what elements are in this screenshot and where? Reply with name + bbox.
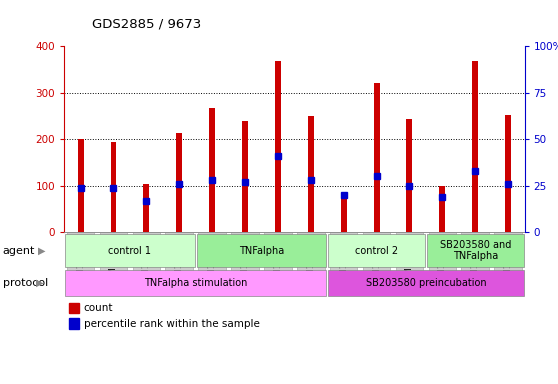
FancyBboxPatch shape [330, 232, 358, 288]
Text: GSM189816: GSM189816 [471, 234, 480, 286]
Text: protocol: protocol [3, 278, 48, 288]
Text: count: count [84, 303, 113, 313]
FancyBboxPatch shape [198, 232, 226, 288]
Text: agent: agent [3, 245, 35, 256]
Bar [143, 184, 150, 232]
Text: GSM189808: GSM189808 [240, 234, 249, 286]
Text: control 1: control 1 [108, 245, 151, 256]
FancyBboxPatch shape [196, 234, 326, 267]
Text: GSM189809: GSM189809 [109, 234, 118, 286]
FancyBboxPatch shape [297, 232, 325, 288]
Bar [78, 139, 84, 232]
FancyBboxPatch shape [100, 232, 127, 288]
Text: GSM189814: GSM189814 [438, 234, 447, 286]
FancyBboxPatch shape [396, 232, 423, 288]
Text: SB203580 and
TNFalpha: SB203580 and TNFalpha [440, 240, 511, 262]
Text: GSM189818: GSM189818 [503, 234, 513, 286]
Bar [69, 318, 79, 329]
Bar [505, 115, 511, 232]
Bar [176, 133, 182, 232]
Text: control 2: control 2 [355, 245, 398, 256]
FancyBboxPatch shape [165, 232, 193, 288]
Bar [341, 195, 347, 232]
Bar [472, 61, 478, 232]
FancyBboxPatch shape [231, 232, 259, 288]
FancyBboxPatch shape [328, 234, 425, 267]
Text: GSM189817: GSM189817 [372, 234, 381, 286]
Text: GSM189815: GSM189815 [339, 234, 348, 286]
Bar [242, 121, 248, 232]
Text: ▶: ▶ [36, 278, 44, 288]
Text: TNFalpha: TNFalpha [239, 245, 284, 256]
Text: ▶: ▶ [38, 245, 45, 256]
FancyBboxPatch shape [264, 232, 292, 288]
Bar [374, 83, 379, 232]
Text: GSM189813: GSM189813 [175, 234, 184, 286]
FancyBboxPatch shape [65, 270, 326, 296]
Text: GSM189812: GSM189812 [306, 234, 315, 286]
FancyBboxPatch shape [427, 234, 523, 267]
Bar [406, 119, 412, 232]
Bar [275, 61, 281, 232]
FancyBboxPatch shape [67, 232, 94, 288]
Text: TNFalpha stimulation: TNFalpha stimulation [144, 278, 247, 288]
FancyBboxPatch shape [461, 232, 489, 288]
Text: GSM189810: GSM189810 [273, 234, 282, 286]
FancyBboxPatch shape [65, 234, 195, 267]
Text: GSM189806: GSM189806 [208, 234, 217, 286]
Text: percentile rank within the sample: percentile rank within the sample [84, 319, 259, 329]
Bar [439, 186, 445, 232]
Bar [110, 142, 117, 232]
Text: GSM189807: GSM189807 [76, 234, 85, 286]
Text: GSM189811: GSM189811 [142, 234, 151, 286]
FancyBboxPatch shape [429, 232, 456, 288]
Text: GDS2885 / 9673: GDS2885 / 9673 [92, 18, 201, 31]
Bar [69, 303, 79, 313]
Bar [209, 108, 215, 232]
FancyBboxPatch shape [328, 270, 523, 296]
FancyBboxPatch shape [133, 232, 160, 288]
Bar [308, 116, 314, 232]
FancyBboxPatch shape [363, 232, 391, 288]
FancyBboxPatch shape [494, 232, 522, 288]
Text: SB203580 preincubation: SB203580 preincubation [365, 278, 486, 288]
Text: GSM189819: GSM189819 [405, 234, 414, 286]
